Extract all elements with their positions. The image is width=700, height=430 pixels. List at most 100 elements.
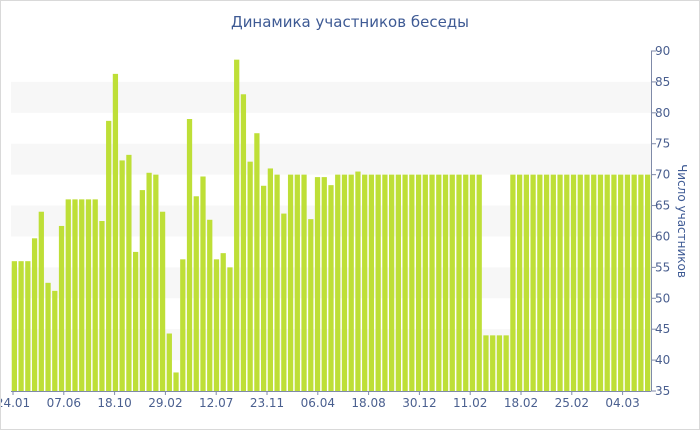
bar — [25, 261, 31, 391]
bar — [382, 174, 388, 391]
x-tick-label: 18.02 — [504, 396, 538, 410]
bar — [577, 174, 583, 391]
bar — [126, 154, 132, 391]
x-tick-label: 18.10 — [97, 396, 131, 410]
bar — [18, 261, 24, 391]
x-tick-label: 06.04 — [301, 396, 335, 410]
bar — [193, 196, 199, 391]
x-tick-label: 12.07 — [199, 396, 233, 410]
bar — [45, 282, 51, 391]
bar — [429, 174, 435, 391]
bar — [240, 94, 247, 391]
bar — [186, 119, 193, 391]
x-tick-label: 18.08 — [351, 396, 385, 410]
bar — [550, 174, 556, 391]
bar — [220, 253, 226, 391]
bar — [402, 174, 408, 391]
bar — [85, 199, 92, 391]
bar — [517, 174, 523, 391]
bar — [597, 174, 604, 391]
bar — [530, 174, 536, 391]
bar — [645, 174, 651, 391]
y-axis-label: Число участников — [675, 164, 689, 278]
bar — [52, 290, 58, 391]
bar — [543, 174, 550, 391]
bar — [207, 219, 213, 391]
bar — [442, 174, 449, 391]
bar — [274, 174, 280, 391]
bars — [11, 59, 651, 392]
y-tick-label: 35 — [655, 384, 670, 398]
bar — [483, 335, 489, 391]
bar — [409, 174, 415, 391]
bar — [638, 174, 644, 391]
chart-title: Динамика участников беседы — [230, 13, 470, 31]
bar — [631, 174, 637, 391]
bar — [456, 174, 462, 391]
axes — [11, 51, 652, 392]
bar — [294, 174, 300, 391]
bar — [328, 185, 334, 391]
bar — [106, 120, 112, 391]
grid-band — [11, 81, 651, 113]
bar — [591, 174, 597, 391]
bar — [375, 174, 381, 391]
bar — [146, 172, 152, 391]
bar — [611, 174, 617, 391]
bar — [584, 174, 590, 391]
bar — [31, 238, 38, 391]
bar — [254, 133, 260, 391]
bar — [523, 174, 529, 391]
bar — [153, 174, 159, 391]
y-tick-label: 60 — [655, 229, 670, 243]
bar — [510, 174, 516, 391]
x-tick-label: 07.06 — [47, 396, 81, 410]
bar — [38, 211, 44, 391]
y-tick-label: 80 — [655, 106, 670, 120]
bar — [287, 174, 294, 391]
bar — [557, 174, 563, 391]
bar — [476, 174, 482, 391]
bar — [92, 199, 98, 391]
bar — [11, 261, 17, 391]
bar — [159, 211, 166, 391]
bar — [469, 174, 476, 391]
x-tick-label: 23.11 — [250, 396, 284, 410]
bar — [267, 168, 273, 391]
bar — [362, 174, 368, 391]
bar — [490, 335, 496, 391]
bar — [503, 335, 509, 391]
y-tick-label: 45 — [655, 322, 670, 336]
bar — [247, 161, 253, 391]
bar — [422, 174, 428, 391]
bar — [308, 219, 314, 391]
bar — [281, 213, 287, 391]
bar — [463, 174, 469, 391]
bar — [335, 174, 341, 391]
bar — [355, 171, 361, 391]
bar — [537, 174, 543, 391]
bar — [200, 176, 206, 391]
x-tick-label: 11.02 — [453, 396, 487, 410]
bar — [133, 251, 139, 391]
bar — [368, 174, 375, 391]
bar — [618, 174, 624, 391]
bar — [341, 174, 348, 391]
x-tick-label: 30.12 — [402, 396, 436, 410]
y-tick-label: 90 — [655, 44, 670, 58]
bar — [624, 174, 631, 391]
bar — [261, 185, 267, 391]
x-tick-label: 04.03 — [605, 396, 639, 410]
bar — [213, 259, 220, 391]
bar — [227, 267, 233, 391]
bar — [496, 335, 503, 391]
bar — [415, 174, 422, 391]
x-tick-label: 29.02 — [148, 396, 182, 410]
bar — [449, 174, 455, 391]
bar — [389, 174, 395, 391]
bar — [139, 190, 145, 391]
y-tick-label: 75 — [655, 137, 670, 151]
y-tick-label: 40 — [655, 353, 670, 367]
bar — [436, 174, 442, 391]
